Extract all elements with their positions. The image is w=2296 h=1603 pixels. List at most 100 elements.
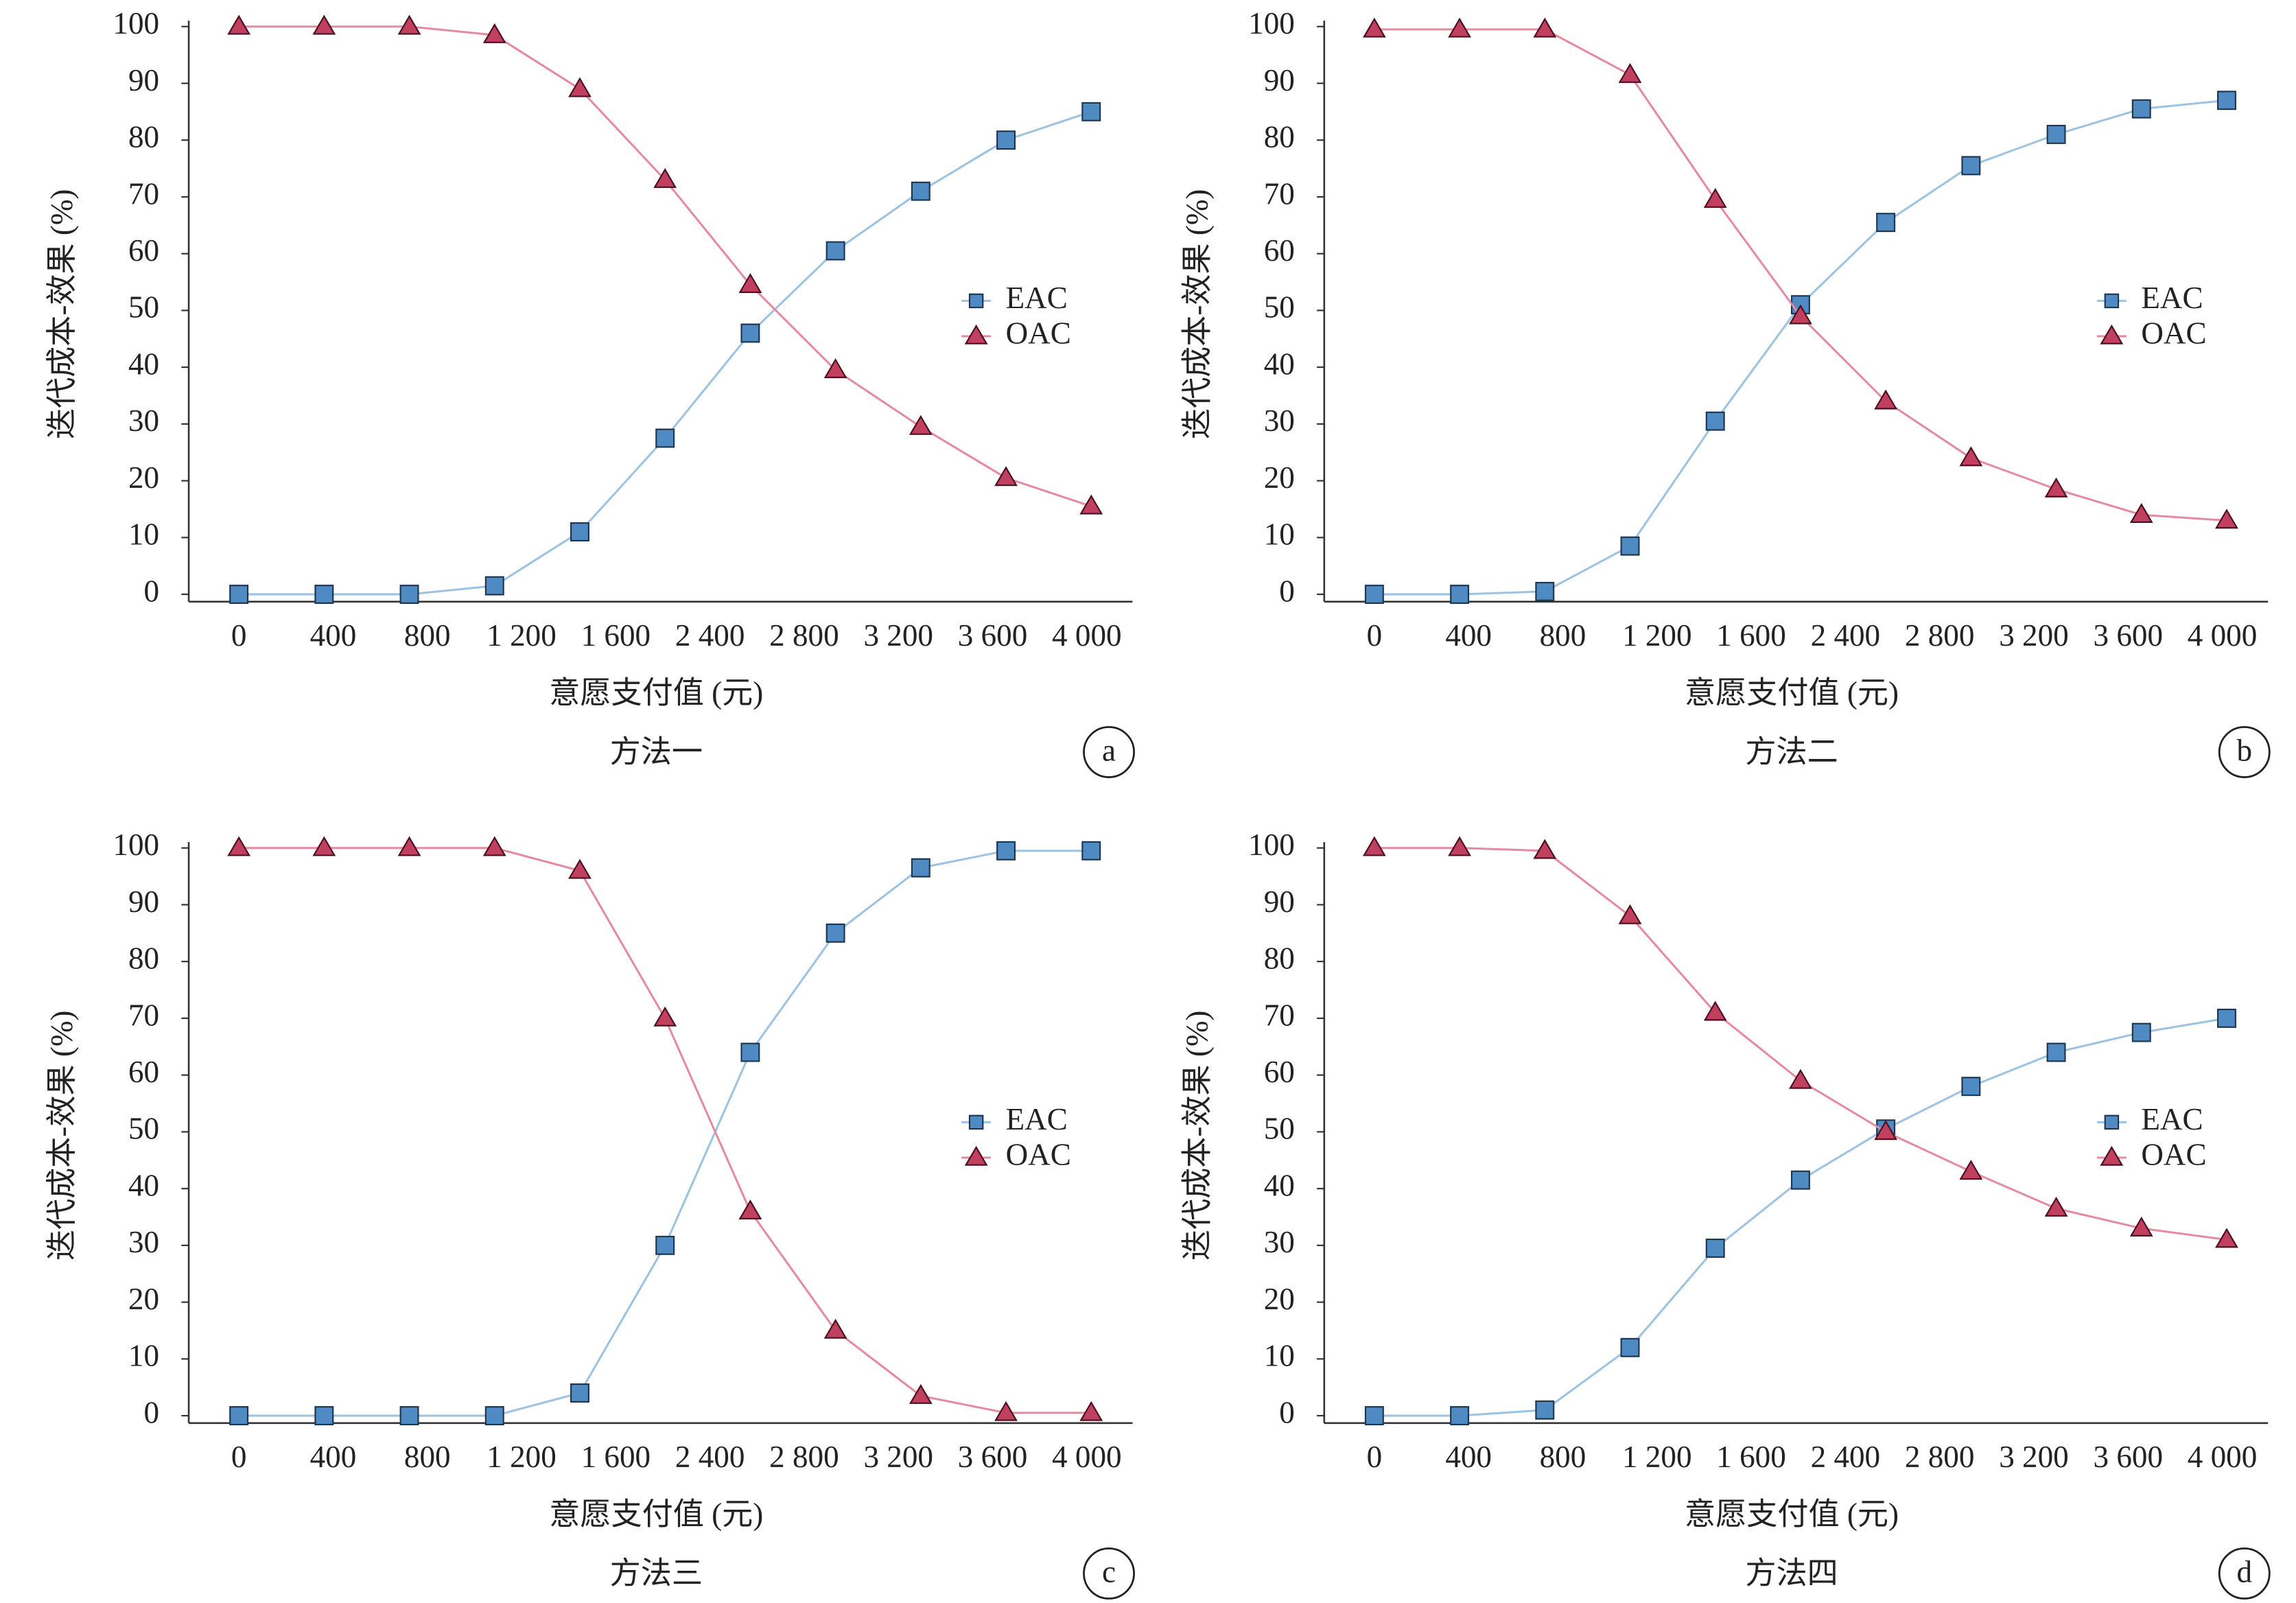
- marker-triangle: [1959, 446, 1983, 467]
- y-tick-label: 90: [128, 63, 159, 97]
- marker-triangle: [1079, 1401, 1103, 1421]
- y-tick-label: 40: [1264, 347, 1295, 381]
- marker-square: [1961, 1077, 1981, 1097]
- y-tick-label: 70: [128, 998, 159, 1032]
- x-tick-label: 1 600: [1716, 618, 1786, 653]
- marker-square: [229, 1406, 249, 1426]
- x-tick-label: 0: [231, 618, 247, 653]
- y-tick-label: 50: [1264, 1112, 1295, 1146]
- marker-triangle: [2044, 1196, 2068, 1217]
- marker-square: [1620, 1337, 1640, 1357]
- legend-label: OAC: [1006, 316, 1071, 350]
- marker-square: [825, 241, 845, 261]
- marker-square: [1620, 536, 1640, 556]
- marker-triangle: [738, 1200, 762, 1220]
- y-tick-label: 100: [113, 6, 159, 40]
- y-tick-label: 10: [128, 517, 159, 552]
- y-axis-label: 迭代成本-效果 (%): [45, 189, 79, 439]
- marker-triangle: [1703, 187, 1727, 208]
- x-tick-label: 1 200: [487, 1440, 557, 1474]
- series-line: [239, 850, 1092, 1417]
- y-tick-label: 60: [1264, 233, 1295, 268]
- marker-triangle: [1789, 304, 1812, 325]
- marker-square: [2046, 1042, 2066, 1062]
- y-tick-label: 40: [128, 1168, 159, 1202]
- marker-triangle: [1533, 17, 1557, 38]
- marker-square: [229, 585, 249, 605]
- y-tick-label: 90: [128, 885, 159, 919]
- marker-triangle: [1448, 836, 1471, 856]
- x-tick-label: 800: [404, 1440, 451, 1474]
- marker-square: [740, 323, 760, 343]
- marker-triangle: [823, 358, 847, 379]
- x-tick-label: 4 000: [1052, 1440, 1122, 1474]
- legend-label: OAC: [2141, 1137, 2206, 1171]
- panel: 0 10 20 30 40 50 60 70 80 90 100 0 400 800 1 200 1 600 2…: [1180, 828, 2271, 1600]
- marker-triangle: [2129, 503, 2153, 524]
- legend-marker: [2104, 1114, 2120, 1130]
- marker-square: [1961, 156, 1981, 176]
- marker-triangle: [1618, 904, 1642, 924]
- marker-square: [1535, 581, 1555, 601]
- x-tick-label: 2 400: [675, 618, 745, 653]
- panel-label: b: [2237, 734, 2253, 768]
- marker-triangle: [823, 1318, 847, 1339]
- marker-square: [1705, 411, 1725, 431]
- marker-triangle: [909, 414, 933, 435]
- y-tick-label: 0: [144, 574, 160, 608]
- y-tick-label: 100: [1248, 6, 1295, 40]
- y-tick-label: 0: [144, 1395, 160, 1429]
- y-tick-label: 80: [128, 941, 159, 976]
- marker-square: [740, 1042, 760, 1062]
- marker-square: [570, 522, 589, 542]
- y-tick-label: 70: [128, 176, 159, 211]
- y-tick-label: 90: [1264, 885, 1295, 919]
- marker-triangle: [1874, 1120, 1898, 1140]
- y-tick-label: 40: [128, 347, 159, 381]
- x-tick-label: 2 400: [1811, 1440, 1881, 1474]
- marker-square: [314, 1406, 334, 1426]
- y-tick-label: 70: [1264, 998, 1295, 1032]
- x-axis-label: 意愿支付值 (元): [1685, 1497, 1899, 1532]
- y-tick-label: 10: [1264, 517, 1295, 552]
- x-tick-label: 0: [1367, 1440, 1383, 1474]
- legend-marker: [2104, 293, 2120, 309]
- panel-badge: [2218, 1547, 2271, 1600]
- marker-triangle: [994, 466, 1018, 487]
- marker-square: [655, 1235, 675, 1255]
- caption: 方法四: [1745, 1556, 1838, 1591]
- legend-marker: [2100, 1145, 2124, 1166]
- legend-label: EAC: [2141, 281, 2203, 315]
- y-tick-label: 40: [1264, 1168, 1295, 1202]
- marker-square: [996, 130, 1016, 150]
- x-tick-label: 3 600: [2094, 1440, 2164, 1474]
- marker-square: [1705, 1239, 1725, 1258]
- legend-marker: [2100, 324, 2124, 344]
- marker-square: [1876, 213, 1896, 233]
- y-tick-label: 80: [128, 120, 159, 154]
- y-tick-label: 60: [1264, 1055, 1295, 1089]
- marker-triangle: [1448, 17, 1471, 38]
- x-tick-label: 400: [310, 618, 357, 653]
- legend-marker: [968, 293, 984, 309]
- x-tick-label: 0: [231, 1440, 247, 1474]
- caption: 方法一: [610, 735, 703, 769]
- marker-square: [570, 1383, 589, 1403]
- y-tick-label: 90: [1264, 63, 1295, 97]
- y-tick-label: 20: [128, 460, 159, 495]
- marker-triangle: [1874, 389, 1898, 410]
- y-tick-label: 50: [128, 290, 159, 325]
- marker-triangle: [653, 1006, 677, 1027]
- x-tick-label: 4 000: [2188, 1440, 2258, 1474]
- panel-badge: [1083, 1547, 1135, 1600]
- x-tick-label: 800: [1540, 1440, 1586, 1474]
- marker-triangle: [482, 23, 506, 43]
- x-tick-label: 1 600: [581, 1440, 651, 1474]
- x-tick-label: 400: [310, 1440, 357, 1474]
- marker-square: [1450, 585, 1470, 605]
- marker-triangle: [1789, 1068, 1812, 1089]
- marker-square: [996, 841, 1016, 861]
- marker-triangle: [1362, 17, 1386, 38]
- marker-square: [1081, 841, 1101, 861]
- marker-square: [911, 858, 930, 878]
